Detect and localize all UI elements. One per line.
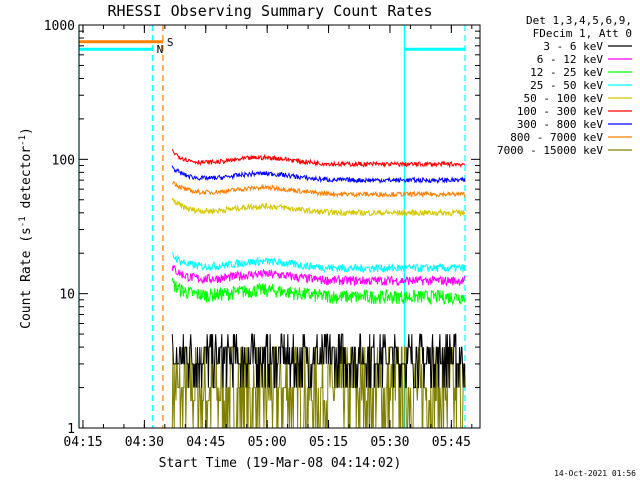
legend-label: 6 - 12 keV — [537, 53, 604, 66]
y-tick-label: 1000 — [44, 19, 75, 34]
legend-label: 25 - 50 keV — [530, 79, 603, 92]
legend-label: 800 - 7000 keV — [510, 131, 603, 144]
y-axis-label-mid: detector — [19, 146, 34, 217]
y-axis-label-end: ) — [19, 127, 34, 135]
series-line — [171, 196, 465, 218]
y-axis: 1 10 100 1000 — [44, 19, 480, 437]
chart-title: RHESSI Observing Summary Count Rates — [107, 2, 432, 20]
legend-label: 50 - 100 keV — [524, 92, 604, 105]
y-axis-label-main: Count Rate (s — [19, 227, 34, 329]
y-tick-label: 1 — [67, 422, 75, 437]
y-axis-label-sup2: -1 — [18, 135, 28, 146]
x-tick-label: 05:45 — [432, 435, 471, 450]
plot-frame — [78, 24, 481, 429]
x-axis: 04:15 04:30 04:45 05:00 05:15 05:30 05:45 — [63, 25, 473, 450]
x-tick-label: 04:45 — [186, 435, 225, 450]
legend-label: 100 - 300 keV — [517, 105, 603, 118]
series-line — [172, 180, 466, 199]
flag-label: N — [157, 43, 164, 56]
timestamp: 14-Oct-2021 01:56 — [554, 469, 636, 478]
flag-label: S — [167, 36, 174, 49]
legend-label: 300 - 800 keV — [517, 118, 603, 131]
series-line — [171, 277, 466, 306]
series-line — [171, 333, 466, 389]
legend-label: 7000 - 15000 keV — [497, 144, 603, 157]
series-line — [171, 165, 466, 185]
y-axis-label: Count Rate (s-1 detector-1) — [18, 127, 34, 329]
legend-header-line-1: Det 1,3,4,5,6,9, — [526, 14, 632, 27]
series-line — [172, 252, 466, 274]
series-line — [171, 149, 465, 169]
y-axis-label-sup1: -1 — [18, 216, 28, 227]
legend: Det 1,3,4,5,6,9, FDecim 1, Att 0 3 - 6 k… — [497, 14, 632, 157]
x-tick-label: 05:15 — [309, 435, 348, 450]
series-line — [171, 265, 466, 287]
legend-label: 3 - 6 keV — [543, 40, 603, 53]
x-tick-label: 04:30 — [125, 435, 164, 450]
x-tick-label: 05:30 — [370, 435, 409, 450]
x-axis-label: Start Time (19-Mar-08 04:14:02) — [159, 456, 402, 471]
y-tick-label: 10 — [59, 288, 75, 303]
flag-bars: SN — [79, 36, 465, 56]
x-tick-label: 04:15 — [63, 435, 102, 450]
y-tick-label: 100 — [52, 153, 75, 168]
series-group — [171, 149, 466, 429]
legend-label: 12 - 25 keV — [530, 66, 603, 79]
series-line — [171, 346, 466, 429]
legend-header-line-2: FDecim 1, Att 0 — [533, 27, 632, 40]
x-tick-label: 05:00 — [248, 435, 287, 450]
